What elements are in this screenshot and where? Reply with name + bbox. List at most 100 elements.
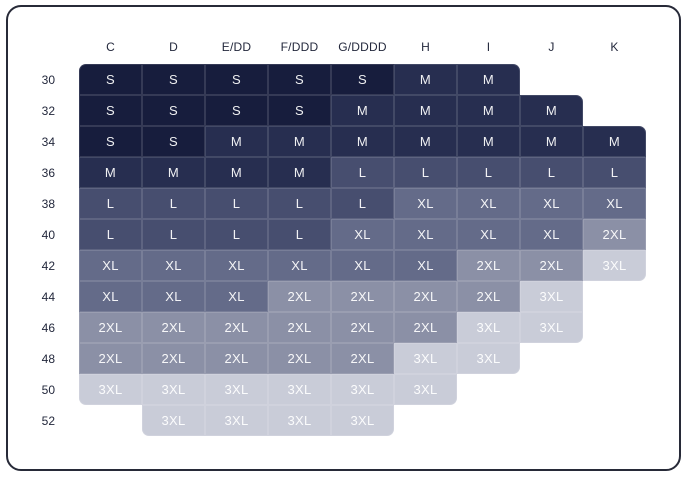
size-cell: 2XL (142, 343, 205, 374)
size-cell: 2XL (457, 281, 520, 312)
size-cell: M (520, 95, 583, 126)
size-cell: M (79, 157, 142, 188)
size-cell: S (79, 95, 142, 126)
size-cell: S (331, 64, 394, 95)
column-header: D (169, 40, 178, 54)
size-cell: S (142, 126, 205, 157)
size-cell: 2XL (268, 343, 331, 374)
empty-cell (457, 405, 520, 436)
row-label: 46 (41, 320, 55, 335)
size-cell: 2XL (331, 281, 394, 312)
empty-cell (520, 405, 583, 436)
empty-cell (583, 64, 646, 95)
size-cell: 2XL (331, 312, 394, 343)
size-cell: 2XL (457, 250, 520, 281)
size-cell: XL (142, 281, 205, 312)
empty-cell (583, 405, 646, 436)
size-cell: S (142, 95, 205, 126)
size-cell: M (394, 64, 457, 95)
size-cell: 3XL (79, 374, 142, 405)
size-chart-grid: C D E/DD F/DDD G/DDDD H I J K 30 S S S S S M M 32 S S S S M M M M… (21, 30, 646, 436)
empty-cell (583, 312, 646, 343)
size-cell: 2XL (331, 343, 394, 374)
column-header: J (548, 40, 555, 54)
size-cell: M (205, 157, 268, 188)
size-cell: XL (331, 219, 394, 250)
size-cell: 2XL (142, 312, 205, 343)
row-label: 48 (41, 351, 55, 366)
size-cell: 3XL (205, 374, 268, 405)
size-cell: 2XL (205, 343, 268, 374)
size-cell: XL (331, 250, 394, 281)
size-cell: M (331, 126, 394, 157)
size-cell: XL (79, 250, 142, 281)
size-cell: 3XL (268, 374, 331, 405)
column-header: H (421, 40, 430, 54)
size-cell: 3XL (205, 405, 268, 436)
size-cell: 3XL (583, 250, 646, 281)
empty-cell (583, 281, 646, 312)
size-cell: M (394, 95, 457, 126)
row-label: 52 (41, 413, 55, 428)
empty-cell (457, 374, 520, 405)
size-cell: 2XL (79, 312, 142, 343)
size-cell: L (79, 219, 142, 250)
size-cell: M (394, 126, 457, 157)
size-cell: 2XL (268, 281, 331, 312)
size-cell: XL (457, 219, 520, 250)
size-cell: L (331, 157, 394, 188)
size-cell: M (457, 126, 520, 157)
size-cell: 3XL (331, 405, 394, 436)
size-cell: XL (583, 188, 646, 219)
size-cell: S (79, 126, 142, 157)
size-cell: XL (205, 281, 268, 312)
size-cell: 3XL (457, 343, 520, 374)
size-cell: M (583, 126, 646, 157)
empty-cell (583, 95, 646, 126)
size-cell: 2XL (583, 219, 646, 250)
size-cell: 2XL (394, 281, 457, 312)
row-label: 36 (41, 165, 55, 180)
size-cell: M (457, 64, 520, 95)
empty-cell (520, 64, 583, 95)
empty-cell (520, 343, 583, 374)
row-label: 32 (41, 103, 55, 118)
column-header: I (486, 40, 491, 54)
size-cell: S (142, 64, 205, 95)
size-cell: S (268, 95, 331, 126)
size-cell: M (142, 157, 205, 188)
size-cell: 3XL (268, 405, 331, 436)
empty-cell (583, 374, 646, 405)
size-cell: L (268, 188, 331, 219)
size-cell: L (79, 188, 142, 219)
empty-cell (520, 374, 583, 405)
size-cell: 2XL (268, 312, 331, 343)
empty-cell (79, 405, 142, 436)
size-cell: 2XL (205, 312, 268, 343)
row-label: 38 (41, 196, 55, 211)
size-cell: XL (457, 188, 520, 219)
size-cell: 3XL (394, 343, 457, 374)
size-cell: L (583, 157, 646, 188)
size-cell: 3XL (142, 374, 205, 405)
corner-spacer (21, 30, 79, 64)
size-cell: L (331, 188, 394, 219)
size-cell: L (142, 188, 205, 219)
size-cell: M (457, 95, 520, 126)
size-cell: XL (142, 250, 205, 281)
row-label: 40 (41, 227, 55, 242)
size-cell: M (331, 95, 394, 126)
size-cell: M (520, 126, 583, 157)
empty-cell (583, 343, 646, 374)
empty-cell (394, 405, 457, 436)
row-label: 34 (41, 134, 55, 149)
row-label: 44 (41, 289, 55, 304)
column-header: E/DD (221, 40, 252, 54)
row-label: 50 (41, 382, 55, 397)
size-cell: XL (205, 250, 268, 281)
size-cell: M (268, 157, 331, 188)
row-label: 30 (41, 72, 55, 87)
size-cell: 3XL (331, 374, 394, 405)
size-chart-card: C D E/DD F/DDD G/DDDD H I J K 30 S S S S S M M 32 S S S S M M M M… (6, 5, 681, 471)
column-header: C (106, 40, 115, 54)
